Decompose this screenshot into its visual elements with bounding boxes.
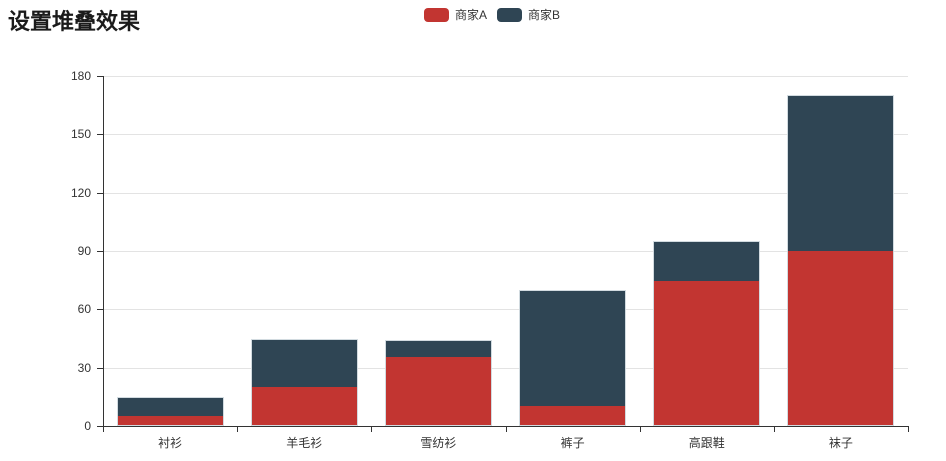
legend: 商家A 商家B <box>424 8 560 22</box>
y-axis-label: 180 <box>70 69 91 83</box>
x-axis-label: 高跟鞋 <box>688 436 725 450</box>
bar-segment-merchant-a[interactable] <box>117 415 223 425</box>
legend-label: 商家B <box>528 8 561 22</box>
x-axis-tick <box>237 426 239 432</box>
x-axis-label: 裤子 <box>560 436 585 450</box>
bar-segment-merchant-a[interactable] <box>385 356 491 425</box>
y-axis-line <box>103 76 104 426</box>
y-axis-label: 120 <box>70 185 91 200</box>
x-axis-tick <box>908 426 909 432</box>
bar-segment-merchant-b[interactable] <box>251 339 357 387</box>
y-axis-tick <box>97 367 103 369</box>
bar-stack <box>250 338 358 426</box>
legend-label: 商家A <box>455 8 488 22</box>
bar-segment-merchant-a[interactable] <box>520 405 626 425</box>
bar-stack <box>116 396 224 426</box>
legend-item-merchant-b[interactable]: 商家B <box>497 8 560 22</box>
y-axis-label: 90 <box>77 244 91 258</box>
y-axis-tick <box>97 134 103 136</box>
y-axis-label: 0 <box>84 419 91 433</box>
y-axis-tick <box>97 251 103 252</box>
bar-stack <box>384 340 492 426</box>
y-axis-tick <box>97 309 103 311</box>
legend-marker-merchant-b <box>497 8 523 22</box>
bar-segment-merchant-a[interactable] <box>788 251 894 425</box>
bar-segment-merchant-a[interactable] <box>654 280 760 425</box>
legend-item-merchant-a[interactable]: 商家A <box>424 8 487 22</box>
bar-stack <box>653 241 761 426</box>
legend-marker-merchant-a <box>424 8 449 22</box>
bar-stack <box>519 289 627 426</box>
bar-segment-merchant-b[interactable] <box>117 397 223 416</box>
gridline <box>103 367 908 369</box>
y-axis-tick <box>97 76 103 77</box>
y-axis-label: 60 <box>77 302 91 317</box>
y-axis-label: 150 <box>70 127 91 142</box>
x-axis-tick <box>505 426 507 432</box>
x-axis-label: 衬衫 <box>158 436 183 450</box>
x-axis-label: 羊毛衫 <box>286 436 323 450</box>
y-axis-tick <box>97 426 103 427</box>
gridline <box>103 309 908 311</box>
bar-segment-merchant-b[interactable] <box>385 341 491 357</box>
x-axis-tick <box>639 426 641 432</box>
bar-segment-merchant-b[interactable] <box>520 290 626 406</box>
bar-segment-merchant-a[interactable] <box>251 387 357 425</box>
y-axis-tick <box>97 192 103 194</box>
gridline <box>103 251 908 252</box>
x-axis-label: 雪纺衫 <box>420 436 457 450</box>
bar-segment-merchant-b[interactable] <box>654 242 760 281</box>
chart-title: 设置堆叠效果 <box>8 9 141 34</box>
x-axis-tick <box>371 426 373 432</box>
x-axis-label: 袜子 <box>828 436 853 450</box>
x-axis-tick <box>773 426 775 432</box>
x-axis-tick <box>103 426 104 432</box>
y-axis-label: 30 <box>77 360 91 375</box>
bar-segment-merchant-b[interactable] <box>788 96 894 252</box>
gridline <box>103 192 908 194</box>
gridline <box>103 134 908 136</box>
bar-stack <box>787 95 895 426</box>
gridline <box>103 76 908 77</box>
